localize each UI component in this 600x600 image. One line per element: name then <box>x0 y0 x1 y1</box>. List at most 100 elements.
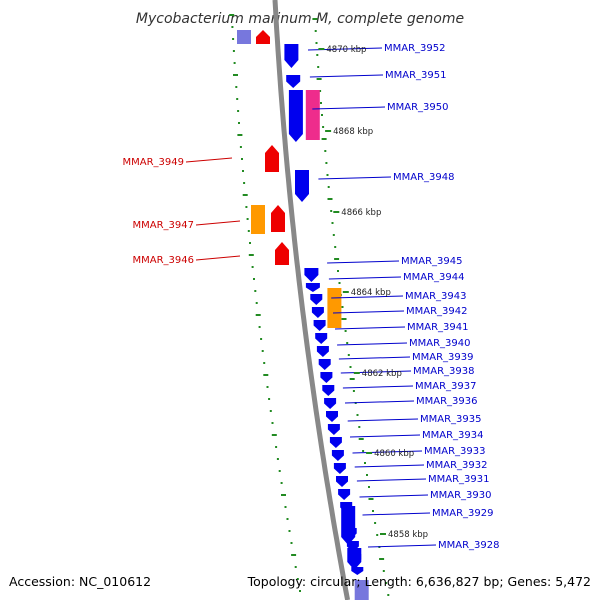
tick-mark <box>315 42 318 44</box>
tick-mark <box>296 578 299 580</box>
gene-label: MMAR_3938 <box>413 366 475 377</box>
gene-arrow <box>333 463 346 474</box>
tick-mark <box>271 434 277 436</box>
genome-summary-text: Topology: circular; Length: 6,636,827 bp… <box>247 574 591 589</box>
gene-arrow <box>326 411 338 422</box>
tick-mark <box>246 218 249 220</box>
gene-label: MMAR_3941 <box>407 322 469 333</box>
tick-mark <box>239 146 242 148</box>
label-leader-line <box>195 255 241 261</box>
label-leader-line <box>359 494 429 498</box>
kbp-tick <box>342 291 349 293</box>
kbp-markers: 4870 kbp 4868 kbp 4866 kbp 4864 kbp 4862 kbp… <box>318 45 428 540</box>
gene-arrow <box>329 437 342 448</box>
label-leader-line <box>344 400 415 404</box>
tick-mark <box>379 558 385 560</box>
kbp-tick <box>325 130 332 132</box>
label-leader-line <box>195 220 241 226</box>
gene-arrow <box>305 90 320 140</box>
gene-label: MMAR_3931 <box>428 474 490 485</box>
tick-mark <box>341 318 347 320</box>
tick-mark <box>324 150 327 152</box>
tick-mark <box>362 450 365 452</box>
tick-mark <box>358 426 361 428</box>
tick-mark <box>312 18 318 20</box>
label-leader-line <box>337 342 408 346</box>
label-leader-line <box>334 326 406 330</box>
gene-arrow <box>311 307 324 318</box>
tick-mark <box>358 438 364 440</box>
gene-arrow <box>336 476 348 487</box>
label-leader-line <box>332 310 405 314</box>
gene-label: MMAR_3932 <box>426 460 488 471</box>
label-leader-line <box>185 157 233 163</box>
gene-label: MMAR_3952 <box>384 43 446 54</box>
gene-arrow <box>286 75 301 88</box>
gene-arrow <box>305 283 320 292</box>
gene-label: MMAR_3947 <box>133 220 195 231</box>
tick-mark <box>322 126 325 128</box>
label-leader-lines <box>185 47 437 548</box>
tick-mark <box>331 222 334 224</box>
tick-mark <box>325 162 328 164</box>
tick-mark <box>334 246 337 248</box>
tick-mark <box>349 366 352 368</box>
tick-mark <box>332 234 335 236</box>
tick-mark <box>232 50 235 52</box>
tick-mark <box>356 414 359 416</box>
tick-mark <box>327 186 330 188</box>
gene-label: MMAR_3944 <box>403 272 465 283</box>
gene-label: MMAR_3943 <box>405 291 467 302</box>
gene-arrow <box>318 359 331 370</box>
tick-mark <box>314 30 317 32</box>
tick-mark <box>241 158 243 160</box>
tick-mark <box>263 362 266 364</box>
gene-arrow <box>338 489 351 500</box>
tick-mark <box>253 278 255 280</box>
gene-label: MMAR_3951 <box>385 70 447 81</box>
gene-label: MMAR_3936 <box>416 396 478 407</box>
tick-mark <box>319 90 322 92</box>
tick-mark <box>255 302 258 304</box>
gene-labels: MMAR_3952 MMAR_3951 MMAR_3950 MMAR_3948 MMAR… <box>123 43 500 551</box>
tick-mark <box>251 266 254 268</box>
gene-arrow <box>327 288 342 328</box>
gene-arrow <box>295 170 309 202</box>
tick-mark <box>242 170 244 172</box>
tick-mark <box>281 494 286 496</box>
gene-arrow <box>347 548 362 570</box>
tick-mark <box>280 482 283 484</box>
tick-mark <box>349 378 355 380</box>
gene-arrow <box>315 333 328 344</box>
gene-label: MMAR_3950 <box>387 102 449 113</box>
tick-mark <box>233 62 236 64</box>
tick-mark <box>255 314 261 316</box>
tick-mark <box>299 590 301 592</box>
gene-label: MMAR_3949 <box>123 157 185 168</box>
tick-mark <box>286 518 289 520</box>
tick-mark <box>258 326 261 328</box>
tick-mark <box>237 110 240 112</box>
tick-mark <box>337 270 339 272</box>
gene-arrow <box>322 385 335 396</box>
tick-mark <box>326 174 329 176</box>
tick-mark <box>346 342 349 344</box>
tick-mark <box>364 462 366 464</box>
kbp-marker-label: 4864 kbp <box>351 288 391 298</box>
tick-mark <box>338 282 341 284</box>
tick-mark <box>237 134 243 136</box>
gene-arrow <box>310 294 323 305</box>
tick-mark <box>291 554 297 556</box>
label-leader-line <box>342 385 414 389</box>
tick-mark <box>374 522 377 524</box>
map-title: Mycobacterium marinum M, complete genome <box>136 11 464 27</box>
gene-label: MMAR_3946 <box>133 255 195 266</box>
tick-mark <box>321 114 323 116</box>
tick-mark <box>232 38 235 40</box>
kbp-marker-label: 4858 kbp <box>388 530 428 540</box>
tick-mark <box>231 26 234 28</box>
tick-mark <box>268 398 271 400</box>
kbp-tick <box>318 48 325 50</box>
gene-arrow <box>304 268 319 282</box>
label-leader-line <box>362 512 431 516</box>
